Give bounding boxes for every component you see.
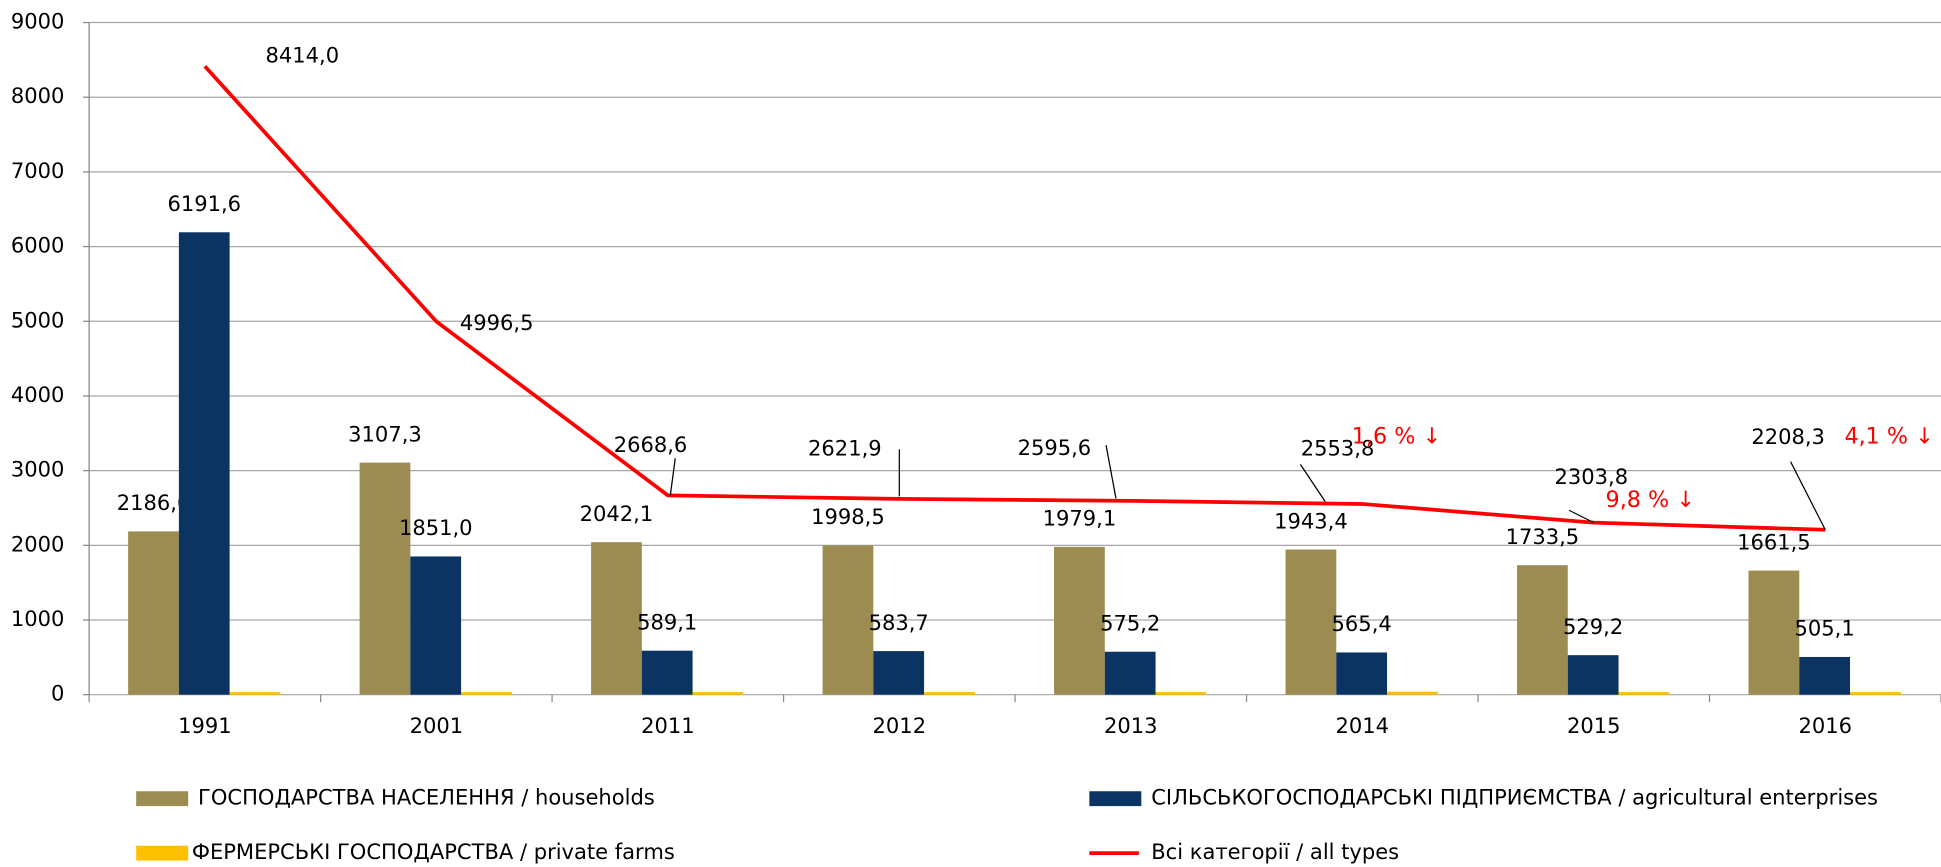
x-tick-label: 2001: [410, 713, 464, 738]
bar: [410, 556, 462, 695]
bar: [178, 232, 230, 695]
x-tick-label: 2012: [873, 713, 927, 738]
bar: [1618, 692, 1670, 695]
legend-label: ГОСПОДАРСТВА НАСЕЛЕННЯ / households: [198, 785, 655, 810]
bar: [1104, 651, 1156, 695]
bar: [822, 545, 874, 695]
bar: [1850, 692, 1901, 695]
x-tick-label: 2013: [1104, 713, 1158, 738]
legend-swatch: [136, 791, 189, 807]
data-label: 2668,6: [614, 432, 688, 457]
data-label: 529,2: [1563, 614, 1623, 639]
y-tick-label: 4000: [11, 382, 65, 407]
x-tick-label: 2014: [1336, 713, 1390, 738]
data-label: 2303,8: [1555, 464, 1629, 489]
data-label: 1998,5: [811, 504, 885, 529]
y-tick-label: 9000: [11, 9, 65, 34]
x-tick-label: 1991: [178, 713, 232, 738]
bar: [229, 692, 281, 695]
data-label: 583,7: [869, 610, 929, 635]
data-label: 1733,5: [1506, 524, 1580, 549]
bar: [461, 692, 512, 695]
leader-line: [1105, 445, 1117, 499]
leader-line: [1299, 464, 1326, 502]
x-tick-label: 2016: [1798, 713, 1852, 738]
data-label: 2595,6: [1018, 435, 1092, 460]
legend-swatch: [1089, 791, 1142, 807]
annotation: 9,8 % ↓: [1606, 487, 1695, 513]
data-label: 2186,6: [117, 490, 191, 515]
data-label: 589,1: [637, 609, 697, 634]
y-tick-label: 2000: [11, 531, 65, 556]
data-label: 2208,3: [1751, 424, 1825, 449]
x-tick-label: 2015: [1567, 713, 1621, 738]
bar: [591, 542, 642, 695]
bar: [641, 650, 693, 695]
data-label: 8414,0: [266, 42, 340, 67]
legend-label: ФЕРМЕРСЬКІ ГОСПОДАРСТВА / private farms: [192, 839, 675, 864]
data-label: 2042,1: [580, 501, 654, 526]
y-tick-label: 3000: [11, 457, 65, 482]
bar: [1387, 691, 1438, 695]
bar: [1517, 565, 1568, 695]
y-tick-label: 5000: [11, 307, 65, 332]
bar: [1155, 692, 1207, 695]
data-label: 3107,3: [348, 421, 422, 446]
annotation: 1,6 % ↓: [1352, 424, 1441, 450]
data-label: 6191,6: [167, 191, 241, 216]
bar: [1054, 546, 1105, 695]
data-label: 575,2: [1100, 611, 1160, 636]
bar: [1567, 655, 1619, 695]
data-label: 505,1: [1795, 616, 1855, 641]
data-label: 1979,1: [1043, 506, 1117, 531]
y-tick-label: 8000: [11, 83, 65, 108]
leader-line: [1568, 509, 1595, 524]
x-tick-label: 2011: [641, 713, 695, 738]
bar: [1285, 549, 1337, 695]
bar: [359, 462, 411, 695]
bar: [128, 531, 179, 695]
annotation: 4,1 % ↓: [1844, 424, 1933, 450]
y-tick-label: 7000: [11, 158, 65, 183]
bar: [692, 692, 744, 695]
bar: [1799, 656, 1851, 695]
line: [203, 65, 1826, 532]
data-label: 1943,4: [1274, 508, 1348, 533]
data-label: 4996,5: [460, 310, 534, 335]
legend-label: СІЛЬСЬКОГОСПОДАРСЬКІ ПІДПРИЄМСТВА / agri…: [1151, 785, 1878, 810]
legend-swatch: [136, 845, 189, 861]
data-label: 2621,9: [808, 435, 882, 460]
bar: [873, 651, 925, 695]
bar: [1336, 652, 1388, 695]
data-label: 1661,5: [1737, 529, 1811, 554]
y-tick-label: 6000: [11, 233, 65, 258]
y-tick-label: 0: [51, 681, 64, 706]
leader-line: [669, 458, 676, 496]
data-label: 1851,0: [399, 515, 473, 540]
leader-line: [1790, 461, 1826, 531]
legend-label: Всі категорії / all types: [1151, 839, 1399, 864]
bar: [1748, 570, 1800, 695]
y-tick-label: 1000: [11, 606, 65, 631]
bar: [924, 692, 975, 695]
data-label: 2553,8: [1301, 435, 1375, 460]
data-label: 565,4: [1332, 611, 1392, 636]
